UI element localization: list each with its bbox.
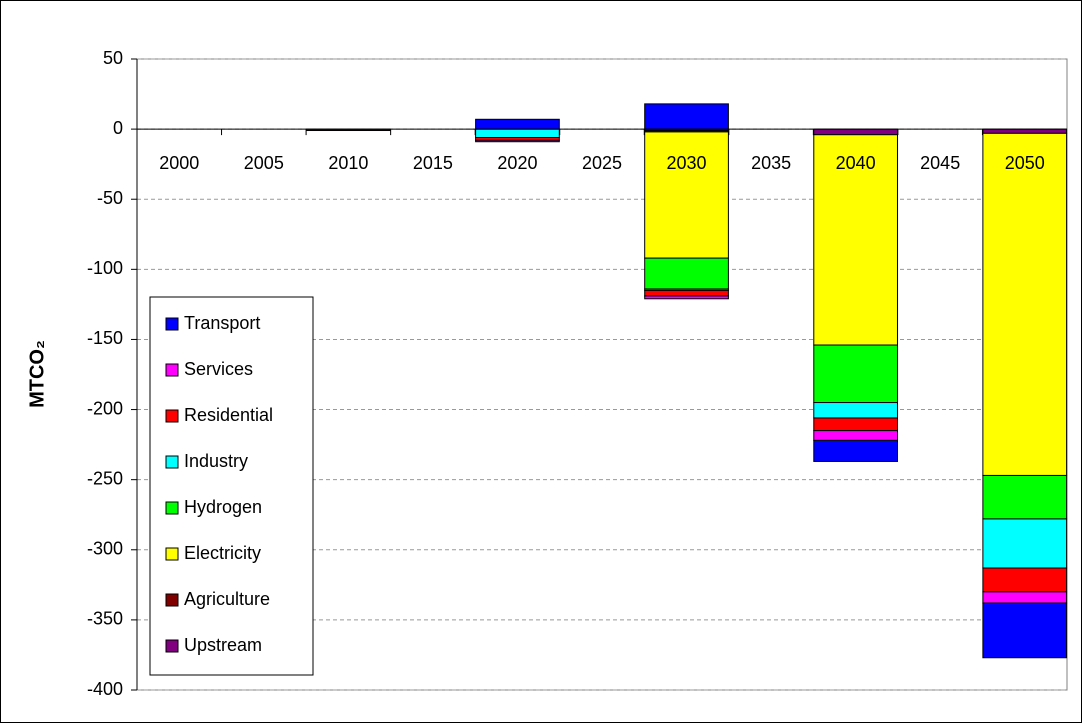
bar-segment [475, 118, 560, 130]
bar-segment [644, 131, 729, 259]
y-tick-label: -50 [97, 188, 123, 208]
y-tick-label: -200 [87, 398, 123, 418]
bar-segment [644, 257, 729, 290]
bar-segment [813, 439, 898, 462]
bar-segment [813, 402, 898, 419]
legend-swatch [165, 639, 179, 653]
x-tick-label: 2050 [1005, 153, 1045, 173]
x-tick-label: 2020 [497, 153, 537, 173]
bar-segment [982, 518, 1068, 569]
bar-segment [982, 591, 1068, 604]
legend-label: Agriculture [184, 589, 270, 609]
legend-swatch [165, 547, 179, 561]
y-axis-label: MTCO₂ [26, 340, 48, 408]
bar-segment [475, 139, 560, 143]
bar-segment [982, 474, 1068, 520]
legend-swatch [165, 409, 179, 423]
y-tick-label: 50 [103, 48, 123, 68]
bar-segment [644, 295, 729, 300]
legend-swatch [165, 363, 179, 377]
bar-segment [644, 289, 729, 297]
x-tick-label: 2010 [328, 153, 368, 173]
bar-segment [644, 103, 729, 130]
x-tick-label: 2030 [667, 153, 707, 173]
y-tick-label: -400 [87, 679, 123, 699]
x-tick-label: 2045 [920, 153, 960, 173]
y-tick-label: 0 [113, 118, 123, 138]
bar-segment [475, 128, 560, 139]
x-tick-label: 2000 [159, 153, 199, 173]
y-tick-label: -250 [87, 468, 123, 488]
bar-segment [982, 132, 1068, 476]
x-tick-label: 2025 [582, 153, 622, 173]
bar-segment [813, 417, 898, 432]
y-tick-label: -350 [87, 609, 123, 629]
x-tick-label: 2005 [244, 153, 284, 173]
x-tick-label: 2040 [836, 153, 876, 173]
legend-label: Transport [184, 313, 260, 333]
bar-segment [813, 128, 898, 136]
bar-segment [982, 128, 1068, 134]
legend-swatch [165, 501, 179, 515]
x-tick-label: 2035 [751, 153, 791, 173]
bar-segment [982, 567, 1068, 593]
bar-segment [982, 602, 1068, 659]
legend-label: Industry [184, 451, 248, 471]
bar-segment [813, 344, 898, 404]
bar-segment [813, 430, 898, 441]
legend-swatch [165, 317, 179, 331]
x-tick-label: 2015 [413, 153, 453, 173]
y-tick-label: -100 [87, 258, 123, 278]
y-tick-label: -300 [87, 539, 123, 559]
y-tick-label: -150 [87, 328, 123, 348]
legend-swatch [165, 455, 179, 469]
legend [149, 296, 314, 676]
legend-label: Hydrogen [184, 497, 262, 517]
legend-label: Residential [184, 405, 273, 425]
legend-label: Services [184, 359, 253, 379]
legend-swatch [165, 593, 179, 607]
legend-label: Electricity [184, 543, 261, 563]
legend-label: Upstream [184, 635, 262, 655]
